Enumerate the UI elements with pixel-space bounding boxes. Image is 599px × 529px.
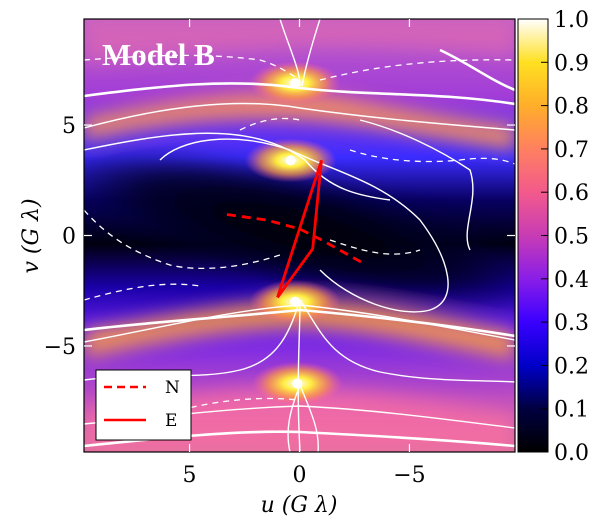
colorbar-tick-label: 0.0 bbox=[554, 441, 589, 466]
colorbar-tick-label: 0.5 bbox=[554, 225, 589, 250]
colorbar-ticks: 0.0 0.1 0.2 0.3 0.4 0.5 0.6 0.7 0.8 0.9 1.0 bbox=[541, 8, 589, 466]
colorbar-tick-label: 1.0 bbox=[554, 8, 589, 33]
y-tick-label: −5 bbox=[44, 335, 76, 360]
panel-title: Model B bbox=[102, 37, 215, 72]
peak-core bbox=[290, 78, 301, 89]
y-tick-label: 5 bbox=[62, 114, 76, 139]
legend-label-n: N bbox=[165, 378, 180, 398]
colorbar-tick-label: 0.3 bbox=[554, 311, 589, 336]
legend-box bbox=[95, 369, 192, 441]
legend-label-e: E bbox=[165, 411, 177, 431]
colorbar: 0.0 0.1 0.2 0.3 0.4 0.5 0.6 0.7 0.8 0.9 1.0 bbox=[517, 8, 589, 466]
colorbar-tick-label: 0.9 bbox=[554, 51, 589, 76]
colorbar-tick-label: 0.7 bbox=[554, 138, 589, 163]
peak-core bbox=[290, 296, 301, 307]
series-e bbox=[276, 159, 323, 299]
colorbar-tick-label: 0.4 bbox=[554, 268, 589, 293]
x-axis-label: u (G λ) bbox=[261, 493, 338, 518]
y-axis-label: v (G λ) bbox=[19, 198, 44, 273]
colorbar-tick-label: 0.1 bbox=[554, 398, 589, 423]
x-tick-label: 5 bbox=[183, 463, 197, 488]
data-series bbox=[226, 159, 362, 299]
x-tick-label: −5 bbox=[393, 463, 425, 488]
peak-core bbox=[285, 155, 296, 166]
x-tick-label: 0 bbox=[293, 463, 307, 488]
series-n bbox=[226, 213, 362, 264]
legend: N E bbox=[95, 369, 192, 441]
colorbar-tick-label: 0.8 bbox=[554, 95, 589, 120]
contours-dashed bbox=[84, 54, 515, 411]
colorbar-tick-label: 0.6 bbox=[554, 181, 589, 206]
x-tick-labels: 5 0 −5 bbox=[183, 463, 426, 488]
ticks bbox=[84, 19, 515, 452]
y-tick-label: 0 bbox=[62, 225, 76, 250]
y-tick-labels: 5 0 −5 bbox=[44, 114, 76, 360]
colorbar-tick-label: 0.2 bbox=[554, 354, 589, 379]
